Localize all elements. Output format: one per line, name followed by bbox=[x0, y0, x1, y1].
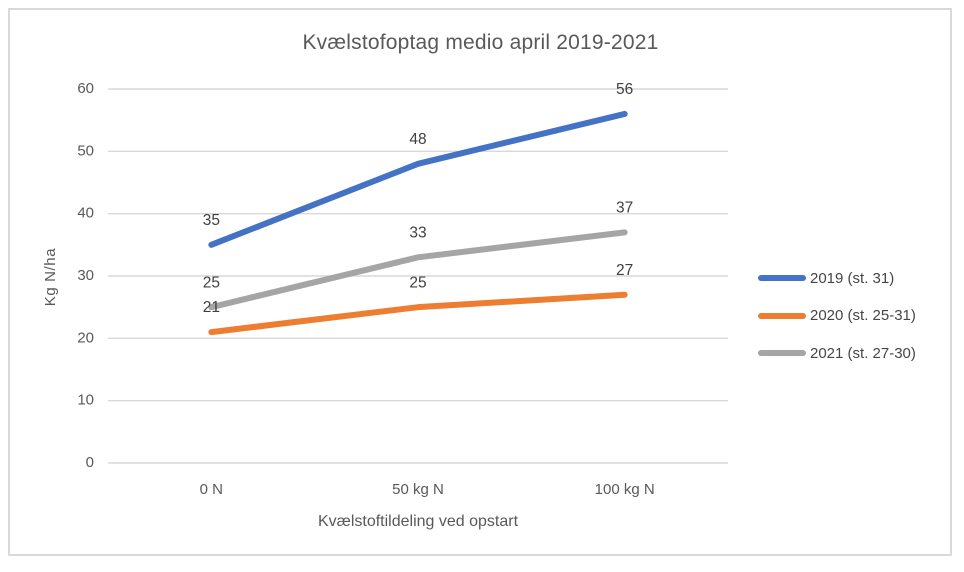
legend-swatch bbox=[758, 275, 806, 281]
y-tick-label: 0 bbox=[86, 454, 94, 471]
x-axis-title: Kvælstoftildeling ved opstart bbox=[317, 513, 519, 530]
legend-label: 2020 (st. 25-31) bbox=[810, 307, 916, 324]
data-label: 48 bbox=[409, 131, 426, 148]
y-tick-label: 50 bbox=[77, 142, 94, 159]
series-line-2019 bbox=[208, 110, 628, 248]
legend-swatch bbox=[758, 312, 806, 319]
legend-swatch bbox=[758, 350, 806, 356]
legend-label: 2019 (st. 31) bbox=[810, 269, 895, 287]
x-tick-label: 50 kg N bbox=[392, 481, 444, 498]
legend-item-2019: 2019 (st. 31) bbox=[758, 268, 894, 288]
legend-item-2021: 2021 (st. 27-30) bbox=[758, 343, 916, 363]
y-tick-label: 30 bbox=[77, 267, 94, 284]
data-label: 33 bbox=[409, 224, 426, 241]
chart-title: Kvælstofoptag medio april 2019-2021 bbox=[302, 31, 659, 54]
x-tick-label: 0 N bbox=[200, 481, 223, 498]
y-tick-label: 20 bbox=[77, 329, 94, 346]
legend-label: 2021 (st. 27-30) bbox=[810, 344, 916, 362]
data-label: 27 bbox=[616, 262, 633, 279]
data-label: 21 bbox=[203, 299, 220, 316]
series-line-2021 bbox=[208, 229, 628, 311]
y-tick-label: 60 bbox=[77, 80, 94, 97]
data-label: 25 bbox=[203, 274, 220, 291]
data-label: 35 bbox=[203, 212, 220, 229]
data-label: 37 bbox=[616, 199, 633, 216]
series-line-2020 bbox=[208, 291, 628, 336]
data-label: 56 bbox=[616, 81, 633, 98]
y-axis-title: Kg N/ha bbox=[42, 247, 59, 307]
y-tick-label: 10 bbox=[77, 392, 94, 409]
legend-item-2020: 2020 (st. 25-31) bbox=[758, 306, 916, 326]
data-label: 25 bbox=[409, 274, 426, 291]
y-tick-label: 40 bbox=[77, 205, 94, 222]
x-tick-label: 100 kg N bbox=[595, 481, 655, 498]
